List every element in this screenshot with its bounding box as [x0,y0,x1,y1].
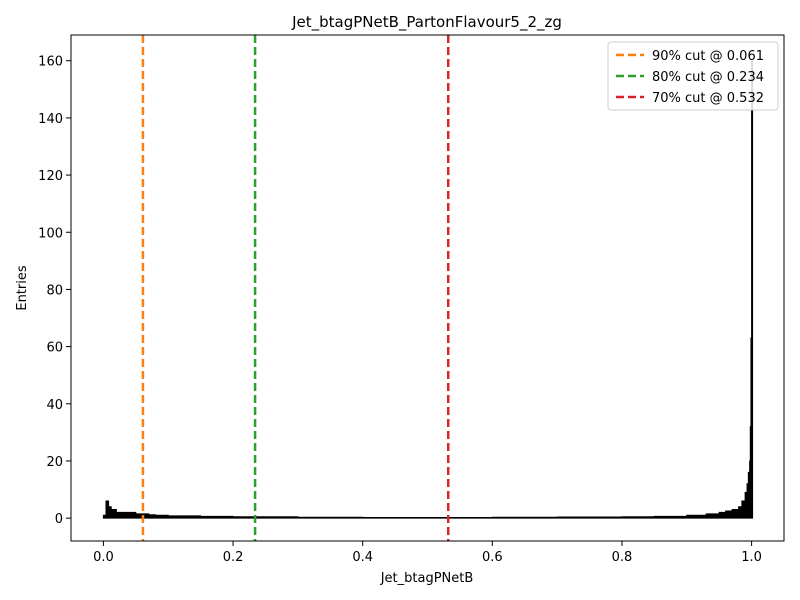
y-tick-label-1: 20 [46,455,63,470]
legend-label-3: 70% cut @ 0.532 [652,91,764,106]
histogram-spectrum [102,60,754,519]
chart-title: Jet_btagPNetB_PartonFlavour5_2_zg [291,13,562,32]
y-tick-label-6: 120 [38,169,63,184]
y-tick-label-0: 0 [55,512,63,527]
x-ticks: 0.0 0.2 0.4 0.6 0.8 1.0 [93,541,762,565]
y-tick-label-8: 160 [38,55,63,70]
x-tick-label-1: 0.2 [223,550,244,565]
x-tick-label-0: 0.0 [93,550,114,565]
x-tick-label-3: 0.6 [482,550,503,565]
legend: 90% cut @ 0.061 80% cut @ 0.234 70% cut @ … [607,41,779,111]
legend-box [607,41,779,111]
x-tick-label-4: 0.8 [612,550,633,565]
y-tick-label-4: 80 [46,283,63,298]
cut-lines-layer [141,35,450,541]
x-tick-label-2: 0.4 [352,550,373,565]
y-tick-label-2: 40 [46,398,63,413]
y-tick-label-3: 60 [46,341,63,356]
y-tick-label-5: 100 [38,226,63,241]
histogram-layer [102,60,754,519]
plot-frame [70,34,785,542]
y-axis-title: Entries [15,265,30,311]
legend-label-1: 90% cut @ 0.061 [652,49,764,64]
x-axis-title: Jet_btagPNetB [380,571,474,586]
x-tick-label-5: 1.0 [741,550,762,565]
y-tick-label-7: 140 [38,112,63,127]
y-ticks: 0 20 40 60 80 100 120 140 160 [38,55,71,527]
legend-label-2: 80% cut @ 0.234 [652,70,764,85]
